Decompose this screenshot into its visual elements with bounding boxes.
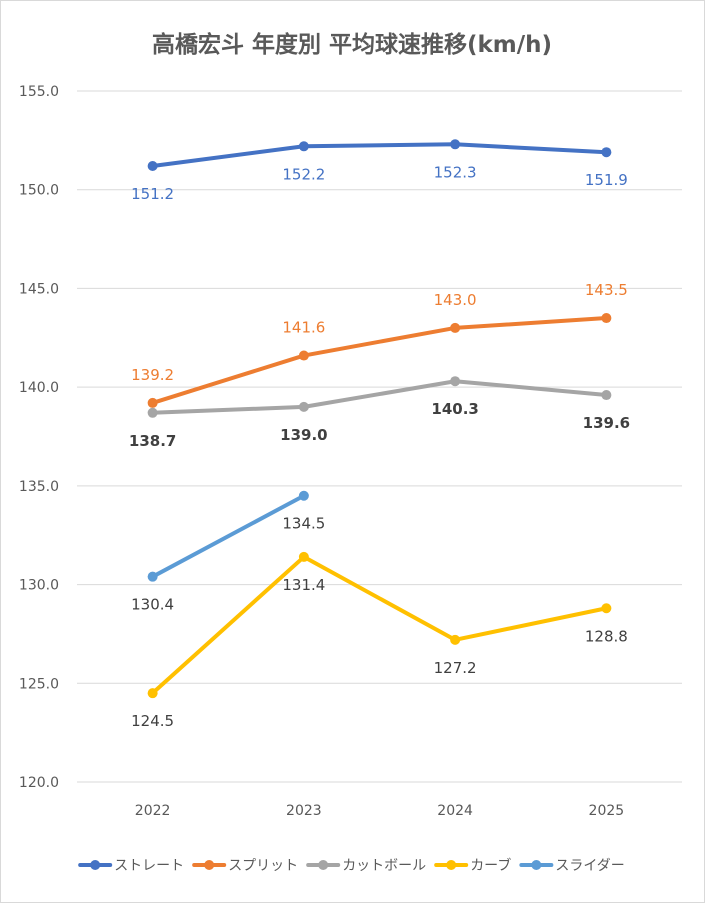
data-point — [147, 397, 158, 408]
legend-swatch-marker — [531, 860, 542, 870]
data-point — [601, 603, 612, 614]
legend-item: カーブ — [434, 857, 511, 874]
series-line — [150, 142, 609, 169]
data-point — [450, 376, 461, 387]
data-label: 131.4 — [282, 576, 325, 594]
data-point — [450, 139, 461, 150]
series-line — [150, 316, 609, 405]
data-point — [147, 161, 158, 172]
data-label: 141.6 — [282, 319, 325, 337]
y-tick-label: 125.0 — [19, 676, 59, 692]
data-point — [147, 688, 158, 699]
legend-label: カットボール — [342, 858, 426, 874]
data-point — [450, 634, 461, 645]
y-axis-ticks: 120.0 125.0 130.0 135.0 140.0 145.0 150.0 155.0 — [19, 84, 59, 791]
data-point — [298, 490, 309, 501]
chart-title: 高橋宏斗 年度別 平均球速推移(km/h) — [152, 31, 552, 58]
legend-item: ストレート — [78, 858, 184, 874]
data-label: 124.5 — [131, 712, 174, 730]
legend-swatch-marker — [204, 860, 215, 870]
data-label: 139.6 — [583, 414, 630, 432]
y-tick-label: 120.0 — [19, 775, 59, 791]
data-point — [450, 322, 461, 333]
data-label: 143.5 — [585, 281, 628, 299]
legend-label: ストレート — [114, 858, 184, 874]
data-label: 151.9 — [585, 171, 628, 189]
legend-swatch-marker — [318, 860, 329, 870]
y-tick-label: 130.0 — [19, 578, 59, 594]
data-point — [601, 390, 612, 401]
series-line — [150, 379, 609, 415]
data-label: 143.0 — [434, 291, 477, 309]
legend-item: スライダー — [519, 858, 625, 874]
data-label: 134.5 — [282, 515, 325, 533]
data-label: 138.7 — [129, 432, 176, 450]
y-tick-label: 145.0 — [19, 281, 59, 297]
data-point — [298, 141, 309, 152]
data-point — [147, 571, 158, 582]
data-label: 152.3 — [434, 163, 477, 181]
data-label: 139.0 — [280, 426, 327, 444]
series-line — [150, 493, 306, 579]
x-axis-ticks: 2022 2023 2024 2025 — [135, 803, 624, 819]
legend-label: カーブ — [470, 857, 511, 874]
data-label: 151.2 — [131, 185, 174, 203]
y-tick-label: 135.0 — [19, 479, 59, 495]
x-tick-label: 2025 — [589, 803, 625, 819]
legend-label: スライダー — [555, 858, 624, 874]
series-line — [150, 554, 609, 696]
legend-label: スプリット — [228, 858, 298, 874]
legend-swatch-marker — [446, 860, 457, 870]
data-point — [601, 147, 612, 158]
y-tick-label: 140.0 — [19, 380, 59, 396]
gridlines — [77, 90, 682, 783]
data-label: 139.2 — [131, 366, 174, 384]
legend-swatch-marker — [90, 860, 101, 870]
x-tick-label: 2022 — [135, 803, 171, 819]
x-tick-label: 2024 — [437, 803, 473, 819]
data-point — [298, 350, 309, 361]
legend: ストレート スプリット カットボール カーブ スライダー — [78, 857, 625, 874]
data-point — [298, 401, 309, 412]
data-point — [147, 407, 158, 418]
y-tick-label: 150.0 — [19, 183, 59, 199]
data-label: 130.4 — [131, 596, 174, 614]
data-label: 152.2 — [282, 165, 325, 183]
data-point — [298, 551, 309, 562]
data-label: 128.8 — [585, 627, 628, 645]
series-group — [147, 139, 612, 699]
y-tick-label: 155.0 — [19, 84, 59, 100]
data-point — [601, 313, 612, 324]
data-labels: 151.2 152.2 152.3 151.9 139.2 141.6 143.0 143.5… — [129, 163, 630, 730]
legend-item: カットボール — [306, 858, 426, 874]
data-label: 127.2 — [434, 659, 477, 677]
legend-item: スプリット — [192, 858, 298, 874]
x-tick-label: 2023 — [286, 803, 322, 819]
data-label: 140.3 — [431, 400, 478, 418]
